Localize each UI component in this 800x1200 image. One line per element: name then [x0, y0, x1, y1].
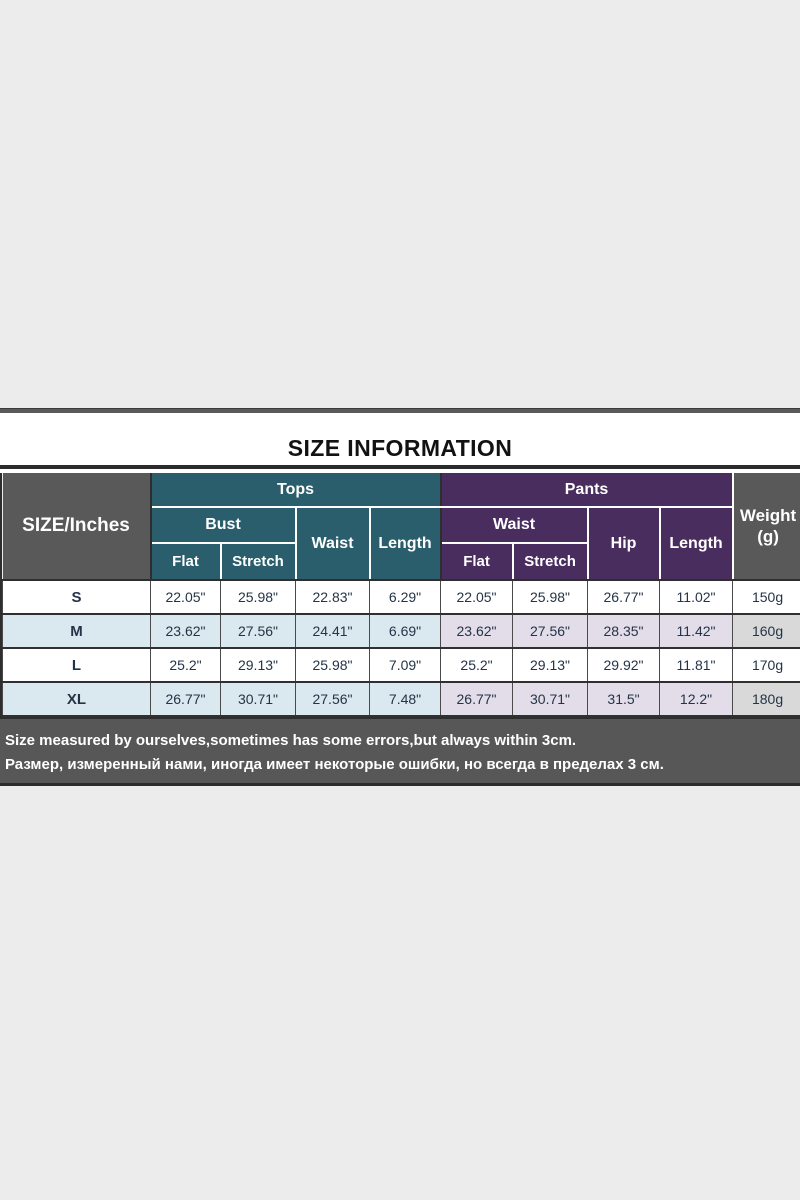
- disclaimer-band: Size measured by ourselves,sometimes has…: [0, 719, 800, 786]
- value-cell: 12.2": [659, 681, 734, 717]
- title-gap: [0, 469, 800, 473]
- value-cell: 30.71": [220, 681, 296, 717]
- size-cell: S: [2, 579, 151, 615]
- value-cell: 26.77": [150, 681, 221, 717]
- size-table-container: SIZE/Inches Tops Pants Weight (g) Bust W…: [0, 473, 800, 719]
- header-pants-waist-stretch: Stretch: [511, 542, 589, 581]
- table-row-xl: XL 26.77" 30.71" 27.56" 7.48" 26.77" 30.…: [2, 681, 800, 717]
- value-cell: 6.69": [368, 613, 442, 649]
- value-cell: 29.13": [220, 647, 296, 683]
- header-tops-length: Length: [368, 506, 442, 581]
- table-row-m: M 23.62" 27.56" 24.41" 6.69" 23.62" 27.5…: [2, 613, 800, 649]
- value-cell: 27.56": [220, 613, 296, 649]
- header-pants-hip: Hip: [586, 506, 661, 581]
- header-tops-bust-stretch: Stretch: [219, 542, 297, 581]
- header-size-inches: SIZE/Inches: [2, 473, 152, 581]
- value-cell: 23.62": [150, 613, 221, 649]
- value-cell: 25.2": [440, 647, 514, 683]
- value-cell: 29.13": [512, 647, 589, 683]
- value-cell: 30.71": [512, 681, 589, 717]
- value-cell: 29.92": [587, 647, 661, 683]
- table-row-l: L 25.2" 29.13" 25.98" 7.09" 25.2" 29.13"…: [2, 647, 800, 683]
- weight-cell: 150g: [732, 579, 800, 615]
- value-cell: 23.62": [440, 613, 514, 649]
- header-pants-length: Length: [658, 506, 734, 581]
- value-cell: 25.2": [150, 647, 221, 683]
- value-cell: 25.98": [512, 579, 589, 615]
- weight-cell: 160g: [732, 613, 800, 649]
- header-tops-group: Tops: [149, 473, 442, 508]
- value-cell: 25.98": [220, 579, 296, 615]
- size-table: SIZE/Inches Tops Pants Weight (g) Bust W…: [2, 473, 800, 717]
- value-cell: 7.09": [368, 647, 442, 683]
- value-cell: 11.02": [659, 579, 734, 615]
- top-divider-bar: [0, 408, 800, 413]
- size-cell: XL: [2, 681, 151, 717]
- title-band: SIZE INFORMATION: [0, 413, 800, 469]
- header-tops-bust-flat: Flat: [149, 542, 222, 581]
- value-cell: 6.29": [368, 579, 442, 615]
- table-row-s: S 22.05" 25.98" 22.83" 6.29" 22.05" 25.9…: [2, 579, 800, 615]
- value-cell: 26.77": [440, 681, 514, 717]
- value-cell: 26.77": [587, 579, 661, 615]
- value-cell: 22.05": [150, 579, 221, 615]
- weight-cell: 180g: [732, 681, 800, 717]
- value-cell: 24.41": [295, 613, 370, 649]
- size-cell: L: [2, 647, 151, 683]
- size-cell: M: [2, 613, 151, 649]
- header-tops-bust: Bust: [149, 506, 297, 544]
- header-row-measures: Bust Waist Length Waist Hip Length: [3, 506, 800, 581]
- header-weight-line1: Weight: [739, 505, 797, 525]
- header-row-groups: SIZE/Inches Tops Pants Weight (g): [2, 473, 800, 581]
- header-weight: Weight (g): [731, 473, 800, 581]
- value-cell: 11.42": [659, 613, 734, 649]
- page-title: SIZE INFORMATION: [287, 435, 513, 461]
- value-cell: 27.56": [295, 681, 370, 717]
- value-cell: 22.05": [440, 579, 514, 615]
- value-cell: 11.81": [659, 647, 734, 683]
- value-cell: 31.5": [587, 681, 661, 717]
- header-pants-waist-flat: Flat: [439, 542, 514, 581]
- top-letterbox: [0, 0, 800, 408]
- value-cell: 25.98": [295, 647, 370, 683]
- value-cell: 27.56": [512, 613, 589, 649]
- header-row-flat-stretch: Flat Stretch Flat Stretch: [3, 542, 800, 581]
- weight-cell: 170g: [732, 647, 800, 683]
- header-tops-waist: Waist: [294, 506, 371, 581]
- disclaimer-english: Size measured by ourselves,sometimes has…: [5, 732, 577, 749]
- header-weight-line2: (g): [757, 527, 779, 546]
- header-pants-group: Pants: [439, 473, 734, 508]
- value-cell: 7.48": [368, 681, 442, 717]
- disclaimer-russian: Размер, измеренный нами, иногда имеет не…: [5, 756, 664, 773]
- header-pants-waist: Waist: [439, 506, 589, 544]
- value-cell: 28.35": [587, 613, 661, 649]
- value-cell: 22.83": [295, 579, 370, 615]
